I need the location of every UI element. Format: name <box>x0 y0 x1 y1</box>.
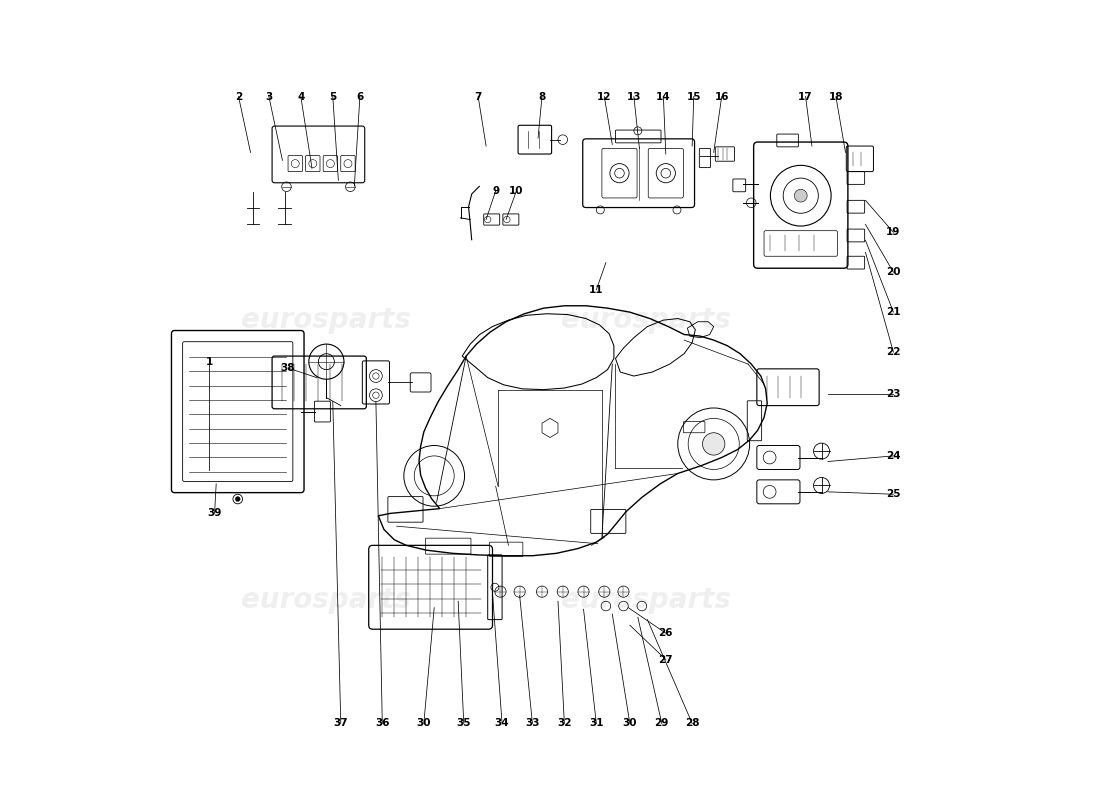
Text: 15: 15 <box>686 91 701 102</box>
Text: 31: 31 <box>590 718 604 729</box>
Circle shape <box>703 433 725 455</box>
Text: 4: 4 <box>297 91 305 102</box>
Circle shape <box>794 190 807 202</box>
Text: eurosparts: eurosparts <box>561 306 730 334</box>
Text: 35: 35 <box>456 718 471 729</box>
Text: 30: 30 <box>417 718 431 729</box>
Text: 3: 3 <box>265 91 273 102</box>
Text: eurosparts: eurosparts <box>242 586 411 614</box>
Text: 7: 7 <box>474 91 482 102</box>
Text: 16: 16 <box>715 91 729 102</box>
Text: 37: 37 <box>333 718 348 729</box>
Circle shape <box>235 497 240 502</box>
Text: 9: 9 <box>492 186 499 196</box>
Text: 19: 19 <box>887 227 901 238</box>
Text: eurosparts: eurosparts <box>242 306 411 334</box>
Text: 17: 17 <box>799 91 813 102</box>
Text: 6: 6 <box>356 91 364 102</box>
Text: 25: 25 <box>887 490 901 499</box>
Text: 33: 33 <box>525 718 540 729</box>
Text: 24: 24 <box>887 451 901 461</box>
Text: 18: 18 <box>828 91 844 102</box>
Text: 1: 1 <box>206 357 212 366</box>
Text: 5: 5 <box>329 91 337 102</box>
Text: 8: 8 <box>538 91 546 102</box>
Text: 30: 30 <box>623 718 637 729</box>
Text: 29: 29 <box>654 718 669 729</box>
Text: 32: 32 <box>557 718 572 729</box>
Text: 2: 2 <box>235 91 242 102</box>
Text: 21: 21 <box>887 307 901 317</box>
Text: 23: 23 <box>887 389 901 398</box>
Text: 11: 11 <box>590 285 604 294</box>
Text: 28: 28 <box>685 718 700 729</box>
Text: 34: 34 <box>495 718 509 729</box>
Text: 10: 10 <box>509 186 524 196</box>
Text: 22: 22 <box>887 347 901 357</box>
Text: 12: 12 <box>597 91 612 102</box>
Text: 36: 36 <box>375 718 389 729</box>
Text: eurosparts: eurosparts <box>561 586 730 614</box>
Text: 26: 26 <box>659 628 673 638</box>
Text: 14: 14 <box>656 91 671 102</box>
Text: 39: 39 <box>208 509 222 518</box>
Text: 38: 38 <box>280 363 295 373</box>
Text: 27: 27 <box>659 654 673 665</box>
Text: 20: 20 <box>887 267 901 278</box>
Text: 13: 13 <box>627 91 641 102</box>
